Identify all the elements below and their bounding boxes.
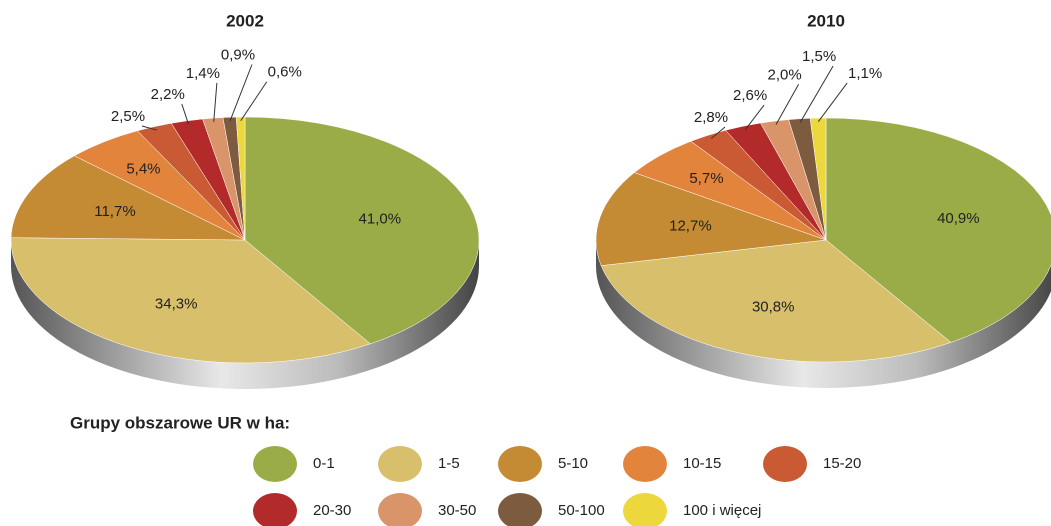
data-label: 1,1% [848,65,882,82]
data-label: 2,5% [111,108,145,125]
data-label: 12,7% [669,217,712,234]
leader-line [799,65,834,123]
data-label: 2,6% [733,87,767,104]
pie-slice [595,172,827,266]
chart-title: 2010 [807,11,845,30]
data-label: 2,8% [694,109,728,126]
data-label: 2,2% [151,86,185,103]
leader-line [711,126,726,139]
pie-slice [244,116,480,345]
legend-label: 100 i więcej [683,502,761,519]
leader-line [775,84,800,125]
data-label: 0,6% [268,64,302,81]
pie-slice [809,117,827,241]
legend-label: 30-50 [438,502,476,519]
legend-swatch [763,446,807,482]
data-label: 11,7% [94,203,135,220]
legend-label: 15-20 [823,455,861,472]
legend-title: Grupy obszarowe UR w ha: [70,413,290,432]
data-label: 2,0% [767,66,801,83]
legend-label: 0-1 [313,455,335,472]
data-label: 5,4% [126,160,160,177]
legend-swatch [498,493,542,526]
leader-line [181,103,190,125]
legend-swatch [378,493,422,526]
data-label: 34,3% [155,295,198,312]
legend-label: 5-10 [558,455,588,472]
legend-swatch [623,493,667,526]
leader-line [817,82,848,123]
legend-label: 20-30 [313,502,351,519]
leader-line [744,104,765,130]
data-label: 40,9% [937,210,980,227]
pie-slice [10,237,371,364]
chart-title: 2002 [226,11,264,30]
legend-swatch [253,493,297,526]
pie-slice [600,239,952,363]
legend-label: 10-15 [683,455,721,472]
data-label: 0,9% [221,46,255,63]
data-label: 30,8% [752,299,795,316]
legend-label: 1-5 [438,455,460,472]
data-label: 5,7% [689,170,723,187]
pie-side [11,240,479,389]
legend-swatch [253,446,297,482]
pie-side [596,240,1051,388]
data-label: 41,0% [359,210,402,227]
data-label: 1,5% [802,48,836,65]
data-label: 1,4% [186,65,220,82]
legend-label: 50-100 [558,502,605,519]
pie-slice [235,116,246,241]
leader-line [213,82,218,122]
legend-swatch [378,446,422,482]
legend-swatch [623,446,667,482]
leader-line [240,81,268,121]
leader-line [141,125,157,131]
pie-slice [10,155,246,241]
legend-swatch [498,446,542,482]
pie-slice [825,117,1051,343]
leader-line [229,64,253,122]
